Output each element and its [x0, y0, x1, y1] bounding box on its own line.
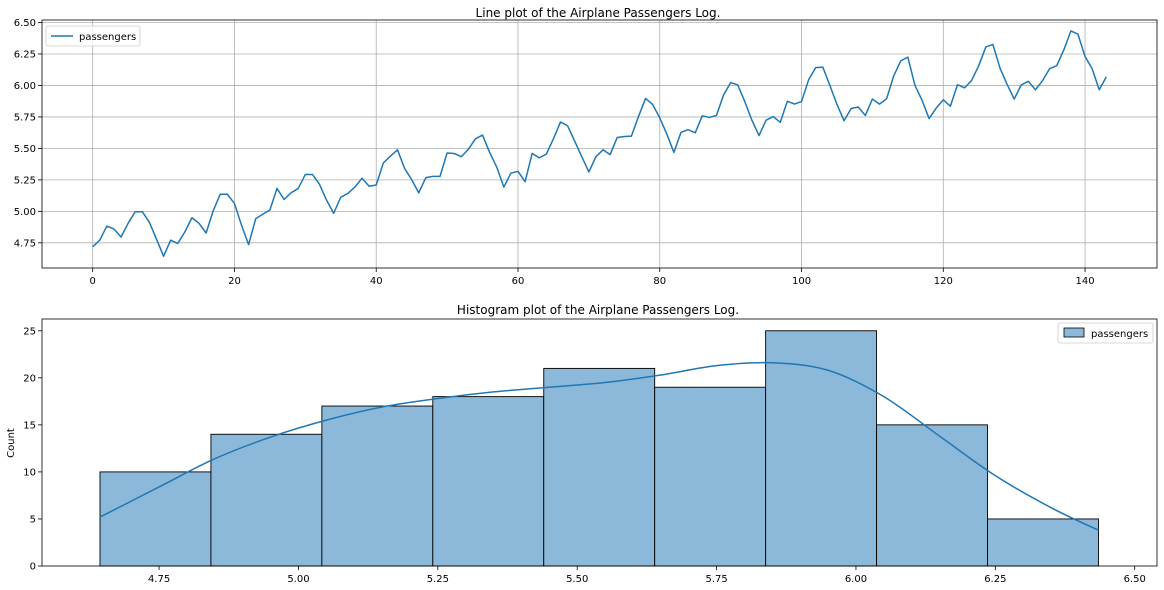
histogram-bar: [654, 386, 767, 567]
x-tick-label: 6.00: [845, 574, 867, 585]
histogram-y-ticks: 0 5 10 15 20 25: [23, 326, 42, 573]
x-tick-label: 140: [1076, 276, 1095, 287]
histogram-bar: [543, 367, 656, 567]
x-tick-label: 100: [792, 276, 811, 287]
histogram-frame: [41, 318, 1158, 567]
y-tick-label: 5.75: [14, 112, 36, 123]
histogram-bar: [432, 396, 545, 567]
y-tick-label: 4.75: [14, 238, 36, 249]
x-tick-label: 120: [934, 276, 953, 287]
x-tick-label: 40: [370, 276, 383, 287]
histogram-bar: [876, 424, 988, 567]
y-tick-label: 25: [23, 326, 36, 337]
y-tick-label: 6.25: [14, 49, 36, 60]
histogram-kde-curve: [99, 361, 1099, 531]
histogram-bar: [987, 518, 1099, 567]
legend-label: passengers: [79, 32, 136, 43]
x-tick-label: 60: [512, 276, 525, 287]
legend-label: passengers: [1091, 329, 1148, 340]
legend-box: [45, 25, 141, 47]
histogram-x-ticks: 4.75 5.00 5.25 5.50 5.75 6.00 6.25 6.50: [148, 566, 1146, 585]
y-tick-label: 0: [30, 562, 36, 573]
y-tick-label: 20: [23, 373, 36, 384]
y-tick-label: 6.00: [14, 81, 36, 92]
histogram-bar: [99, 471, 212, 567]
line-plot-title: Line plot of the Airplane Passengers Log…: [476, 6, 721, 20]
y-tick-label: 5.00: [14, 207, 36, 218]
x-tick-label: 5.50: [566, 574, 588, 585]
x-tick-label: 5.00: [287, 574, 309, 585]
line-plot-series: [92, 30, 1107, 257]
x-tick-label: 6.25: [984, 574, 1006, 585]
line-plot-frame: [41, 19, 1158, 269]
x-tick-label: 5.75: [705, 574, 727, 585]
x-tick-label: 0: [89, 276, 95, 287]
y-tick-label: 15: [23, 420, 36, 431]
line-plot-legend: passengers: [45, 25, 141, 47]
histogram-legend: passengers: [1057, 322, 1154, 344]
passengers-line: [92, 30, 1107, 257]
histogram-bar: [210, 433, 323, 567]
x-tick-label: 5.25: [427, 574, 449, 585]
histogram-axes: Histogram plot of the Airplane Passenger…: [6, 303, 1158, 585]
histogram-bar: [321, 405, 434, 567]
y-tick-label: 5.25: [14, 175, 36, 186]
x-tick-label: 6.50: [1124, 574, 1146, 585]
histogram-bars: [99, 330, 1099, 567]
line-plot-y-ticks: 4.75 5.00 5.25 5.50 5.75 6.00 6.25 6.50: [14, 18, 42, 249]
line-plot-x-ticks: 0 20 40 60 80 100 120 140: [89, 268, 1095, 287]
histogram-y-axis-label: Count: [6, 428, 17, 458]
kde-curve: [99, 361, 1099, 531]
y-tick-label: 6.50: [14, 18, 36, 29]
x-tick-label: 4.75: [148, 574, 170, 585]
y-tick-label: 5.50: [14, 144, 36, 155]
histogram-title: Histogram plot of the Airplane Passenger…: [457, 303, 739, 317]
x-tick-label: 80: [653, 276, 666, 287]
line-plot-axes: Line plot of the Airplane Passengers Log…: [14, 6, 1158, 287]
y-tick-label: 5: [30, 514, 36, 525]
y-tick-label: 10: [23, 467, 36, 478]
histogram-bar: [765, 330, 878, 567]
x-tick-label: 20: [228, 276, 241, 287]
line-plot-grid: [42, 20, 1157, 268]
legend-bar-swatch: [1063, 327, 1085, 338]
